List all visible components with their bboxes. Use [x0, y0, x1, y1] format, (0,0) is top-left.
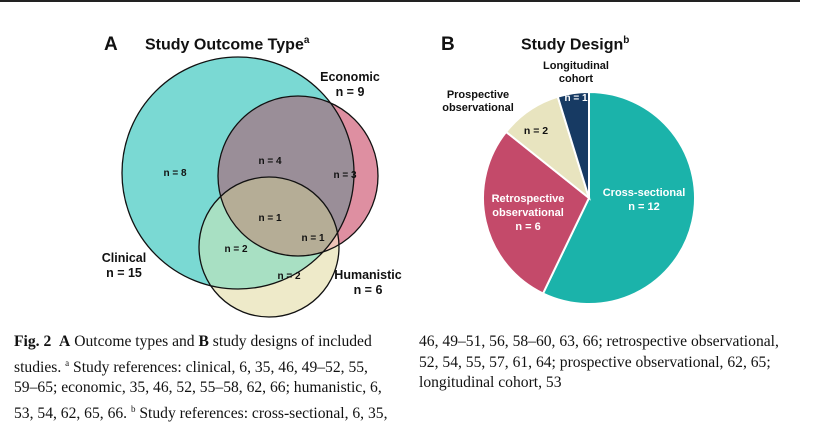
caption-b-letter: B	[198, 333, 209, 350]
pie-label-retrospective-line1: Retrospective	[492, 193, 565, 205]
pie-label-retrospective-line2: observational	[492, 207, 564, 219]
venn-n-clinical: n = 15	[106, 266, 142, 280]
venn-region-all-three: n = 1	[258, 213, 282, 224]
venn-outline-humanistic	[198, 176, 340, 318]
pie-label-cross-sectional: Cross-sectional	[603, 187, 686, 199]
venn-outline-clinical	[121, 56, 355, 290]
caption-a-text: Outcome types and	[70, 333, 199, 350]
pie-value-retrospective: n = 6	[515, 221, 540, 233]
caption-left: Fig. 2 A Outcome types and B study desig…	[14, 332, 387, 424]
pie-value-prospective: n = 2	[524, 125, 548, 137]
pie-label-longitudinal-line2: cohort	[559, 73, 594, 85]
caption-line-2: studies. a Study references: clinical, 6…	[14, 353, 387, 379]
venn-outline-economic	[217, 95, 379, 257]
panel-a-title: Study Outcome Typea	[145, 35, 309, 54]
caption-right-line-2: 52, 54, 55, 57, 61, 64; prospective obse…	[419, 353, 771, 371]
pie-value-longitudinal: n = 1	[564, 93, 588, 104]
panel-a-title-sup: a	[303, 35, 310, 46]
venn-label-humanistic: Humanistic	[334, 268, 401, 282]
caption-b-text: study designs of included	[208, 333, 372, 350]
caption-line4-sup: b	[130, 403, 136, 414]
venn-region-clinical-economic: n = 4	[258, 156, 282, 167]
panel-b-title: Study Designb	[521, 35, 629, 54]
caption-fig-label: Fig. 2	[14, 333, 52, 350]
pie-slices	[482, 90, 696, 305]
caption-line-3: 59–65; economic, 35, 46, 52, 55–58, 62, …	[14, 379, 382, 397]
caption-line2-sup: a	[65, 357, 70, 368]
top-rule	[0, 0, 800, 2]
venn-overlap-all-three	[218, 177, 339, 256]
caption-line4-pre: 53, 54, 62, 65, 66.	[14, 404, 131, 422]
caption-line2-pre: studies.	[14, 358, 66, 376]
pie-label-prospective-line1: Prospective	[447, 89, 509, 101]
pie-chart: Cross-sectional n = 12 Retrospective obs…	[442, 60, 696, 305]
venn-region-clinical-humanistic: n = 2	[224, 244, 248, 255]
caption-line-1: Fig. 2 A Outcome types and B study desig…	[14, 332, 387, 353]
pie-value-cross-sectional: n = 12	[628, 201, 660, 213]
panel-b-title-text: Study Design	[521, 36, 624, 54]
caption-right-line-1: 46, 49–51, 56, 58–60, 63, 66; retrospect…	[419, 333, 779, 350]
pie-label-longitudinal-line1: Longitudinal	[543, 60, 609, 72]
caption-line-4: 53, 54, 62, 65, 66. b Study references: …	[14, 399, 387, 425]
caption-right: 46, 49–51, 56, 58–60, 63, 66; retrospect…	[419, 332, 779, 394]
venn-region-economic-only: n = 3	[333, 170, 357, 181]
pie-slice-cross-sectional	[541, 90, 696, 305]
venn-label-economic: Economic	[320, 70, 380, 84]
venn-region-humanistic-only: n = 2	[277, 271, 301, 282]
venn-region-clinical-only: n = 8	[163, 168, 187, 179]
panel-b-letter: B	[441, 34, 455, 55]
pie-slice-longitudinal-cohort	[556, 90, 590, 199]
caption-line2-post: Study references: clinical, 6, 35, 46, 4…	[69, 358, 368, 376]
pie-label-prospective-line2: observational	[442, 102, 514, 114]
venn-region-economic-humanistic: n = 1	[301, 233, 325, 244]
venn-n-economic: n = 9	[336, 85, 365, 99]
panel-b-title-sup: b	[623, 35, 630, 46]
venn-label-clinical: Clinical	[102, 251, 146, 265]
caption-a-letter: A	[59, 333, 71, 350]
panel-a-letter: A	[104, 34, 118, 55]
caption-right-line-3: longitudinal cohort, 53	[419, 374, 562, 391]
panel-a-title-text: Study Outcome Type	[145, 36, 304, 54]
venn-n-humanistic: n = 6	[354, 283, 383, 297]
venn-diagram: Economic n = 9 Clinical n = 15 Humanisti…	[102, 56, 402, 318]
pie-slice-retrospective-observational	[482, 130, 591, 295]
caption-line4-post: Study references: cross-sectional, 6, 35…	[135, 404, 388, 422]
